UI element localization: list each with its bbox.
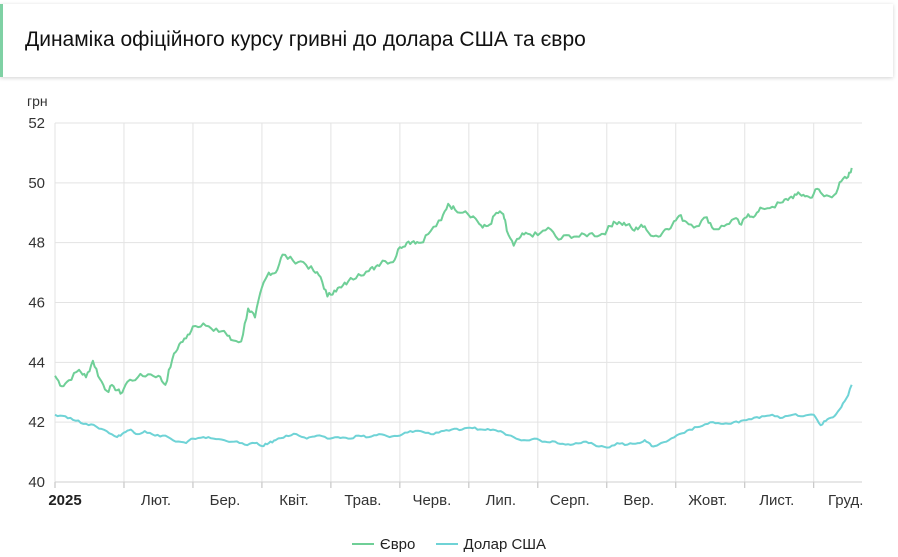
x-tick-label: Черв. — [412, 492, 451, 509]
chart-title: Динаміка офіційного курсу гривні до дола… — [25, 28, 586, 51]
legend-label-euro: Євро — [379, 535, 416, 553]
x-tick-label: Жовт. — [688, 492, 727, 509]
x-tick-label: Лют. — [141, 492, 171, 509]
x-tick-label: Бер. — [210, 492, 241, 509]
series-line-usd — [54, 384, 853, 449]
y-axis-ticks: 52 50 48 46 44 42 40 — [28, 115, 45, 491]
x-tick-label: 2025 — [48, 492, 81, 509]
y-tick-label: 42 — [28, 414, 45, 431]
x-tick-label: Лист. — [759, 492, 794, 509]
y-tick-label: 44 — [28, 354, 45, 371]
grid — [54, 122, 862, 488]
y-axis-unit-label: грн — [27, 93, 48, 109]
legend-swatch-euro — [351, 543, 374, 545]
x-tick-label: Лип. — [486, 492, 517, 509]
legend-item-usd[interactable]: Долар США — [435, 535, 547, 553]
series-line-euro — [54, 167, 853, 395]
x-axis-ticks: 2025 Лют. Бер. Квіт. Трав. Черв. Лип. Серп. Вер.… — [48, 492, 863, 509]
legend-swatch-usd — [435, 543, 458, 545]
x-tick-label: Серп. — [550, 492, 590, 509]
y-tick-label: 40 — [28, 474, 45, 491]
y-tick-label: 52 — [28, 115, 45, 132]
legend: Євро Долар США — [0, 532, 898, 553]
y-tick-label: 46 — [28, 295, 45, 312]
legend-item-euro[interactable]: Євро — [351, 535, 416, 553]
chart-header: Динаміка офіційного курсу гривні до дола… — [0, 4, 893, 77]
x-tick-label: Трав. — [344, 492, 381, 509]
series-lines — [54, 167, 853, 449]
x-tick-label: Груд. — [828, 492, 863, 509]
x-tick-label: Вер. — [623, 492, 654, 509]
y-tick-label: 48 — [28, 235, 45, 252]
x-tick-label: Квіт. — [279, 492, 308, 509]
legend-label-usd: Долар США — [463, 535, 547, 553]
y-tick-label: 50 — [28, 175, 45, 192]
